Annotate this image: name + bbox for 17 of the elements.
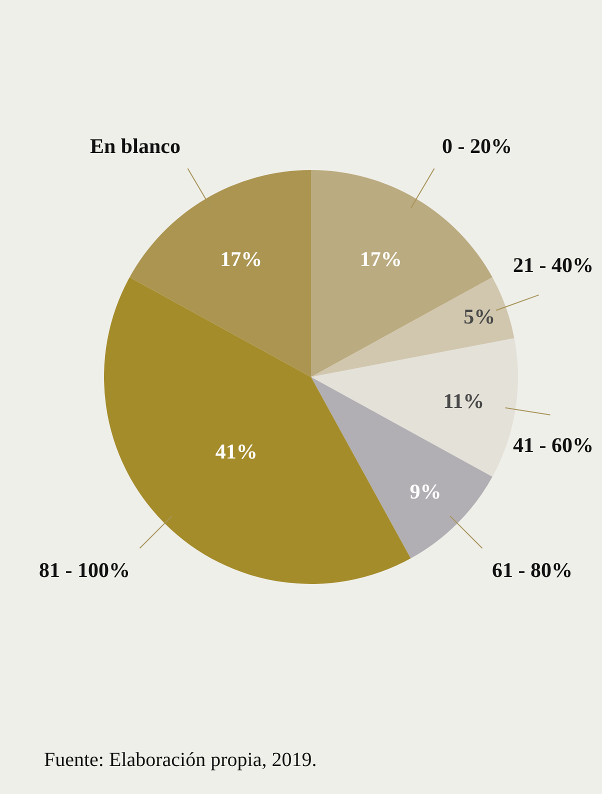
pie-slice xyxy=(311,170,492,377)
slice-label: 41 - 60% xyxy=(513,433,594,457)
slice-label: 21 - 40% xyxy=(513,253,594,277)
data-label: 17% xyxy=(360,246,402,271)
pie-slice xyxy=(311,377,492,558)
data-label: 9% xyxy=(410,479,442,504)
data-label: 5% xyxy=(464,304,496,328)
slice-label: 0 - 20% xyxy=(442,134,512,158)
pie-slice xyxy=(311,277,514,377)
slice-label: En blanco xyxy=(90,134,180,158)
data-label: 41% xyxy=(215,440,258,464)
pie-slice xyxy=(130,170,311,377)
data-label: 17% xyxy=(220,246,262,271)
slice-label: 81 - 100% xyxy=(39,558,130,582)
data-label: 11% xyxy=(443,389,484,414)
source-note: Fuente: Elaboración propia, 2019. xyxy=(44,749,317,771)
slice-label: 61 - 80% xyxy=(492,558,572,582)
